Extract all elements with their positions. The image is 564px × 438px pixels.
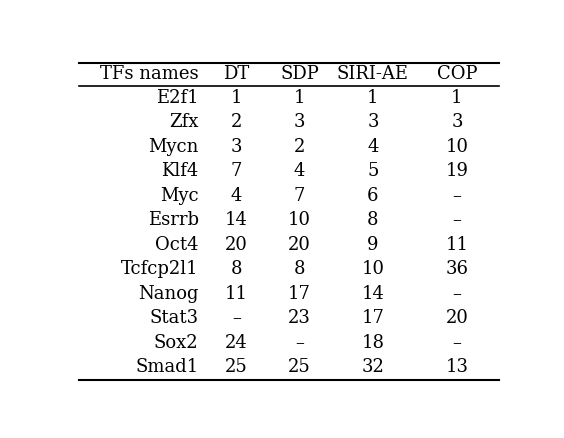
Text: Sox2: Sox2 [154,334,199,352]
Text: COP: COP [437,65,477,83]
Text: Smad1: Smad1 [135,358,199,376]
Text: 7: 7 [294,187,305,205]
Text: 32: 32 [362,358,385,376]
Text: 20: 20 [225,236,248,254]
Text: 3: 3 [451,113,462,131]
Text: E2f1: E2f1 [156,89,199,107]
Text: Tcfcp2l1: Tcfcp2l1 [121,261,199,279]
Text: 5: 5 [367,162,378,180]
Text: 13: 13 [446,358,468,376]
Text: Klf4: Klf4 [161,162,199,180]
Text: 9: 9 [367,236,378,254]
Text: –: – [452,187,461,205]
Text: –: – [452,212,461,230]
Text: –: – [295,334,304,352]
Text: 4: 4 [367,138,378,156]
Text: 25: 25 [225,358,248,376]
Text: 10: 10 [446,138,468,156]
Text: 2: 2 [294,138,305,156]
Text: 18: 18 [362,334,385,352]
Text: SDP: SDP [280,65,319,83]
Text: –: – [452,334,461,352]
Text: Stat3: Stat3 [149,309,199,328]
Text: 3: 3 [367,113,378,131]
Text: 23: 23 [288,309,311,328]
Text: 11: 11 [225,285,248,303]
Text: 3: 3 [294,113,305,131]
Text: 8: 8 [367,212,378,230]
Text: 3: 3 [231,138,243,156]
Text: 10: 10 [362,261,385,279]
Text: Esrrb: Esrrb [148,212,199,230]
Text: 17: 17 [288,285,311,303]
Text: 20: 20 [288,236,311,254]
Text: 17: 17 [362,309,385,328]
Text: –: – [452,285,461,303]
Text: Nanog: Nanog [138,285,199,303]
Text: Mycn: Mycn [148,138,199,156]
Text: 19: 19 [446,162,468,180]
Text: 14: 14 [225,212,248,230]
Text: 10: 10 [288,212,311,230]
Text: 6: 6 [367,187,378,205]
Text: 25: 25 [288,358,311,376]
Text: 1: 1 [451,89,462,107]
Text: Zfx: Zfx [169,113,199,131]
Text: –: – [232,309,241,328]
Text: SIRI-AE: SIRI-AE [337,65,409,83]
Text: TFs names: TFs names [100,65,199,83]
Text: 14: 14 [362,285,385,303]
Text: 1: 1 [294,89,305,107]
Text: 2: 2 [231,113,243,131]
Text: 20: 20 [446,309,468,328]
Text: 8: 8 [294,261,305,279]
Text: 24: 24 [225,334,248,352]
Text: 4: 4 [294,162,305,180]
Text: 1: 1 [367,89,378,107]
Text: DT: DT [223,65,250,83]
Text: 4: 4 [231,187,243,205]
Text: 11: 11 [446,236,468,254]
Text: 7: 7 [231,162,243,180]
Text: Myc: Myc [160,187,199,205]
Text: 36: 36 [446,261,468,279]
Text: 1: 1 [231,89,243,107]
Text: 8: 8 [231,261,243,279]
Text: Oct4: Oct4 [155,236,199,254]
